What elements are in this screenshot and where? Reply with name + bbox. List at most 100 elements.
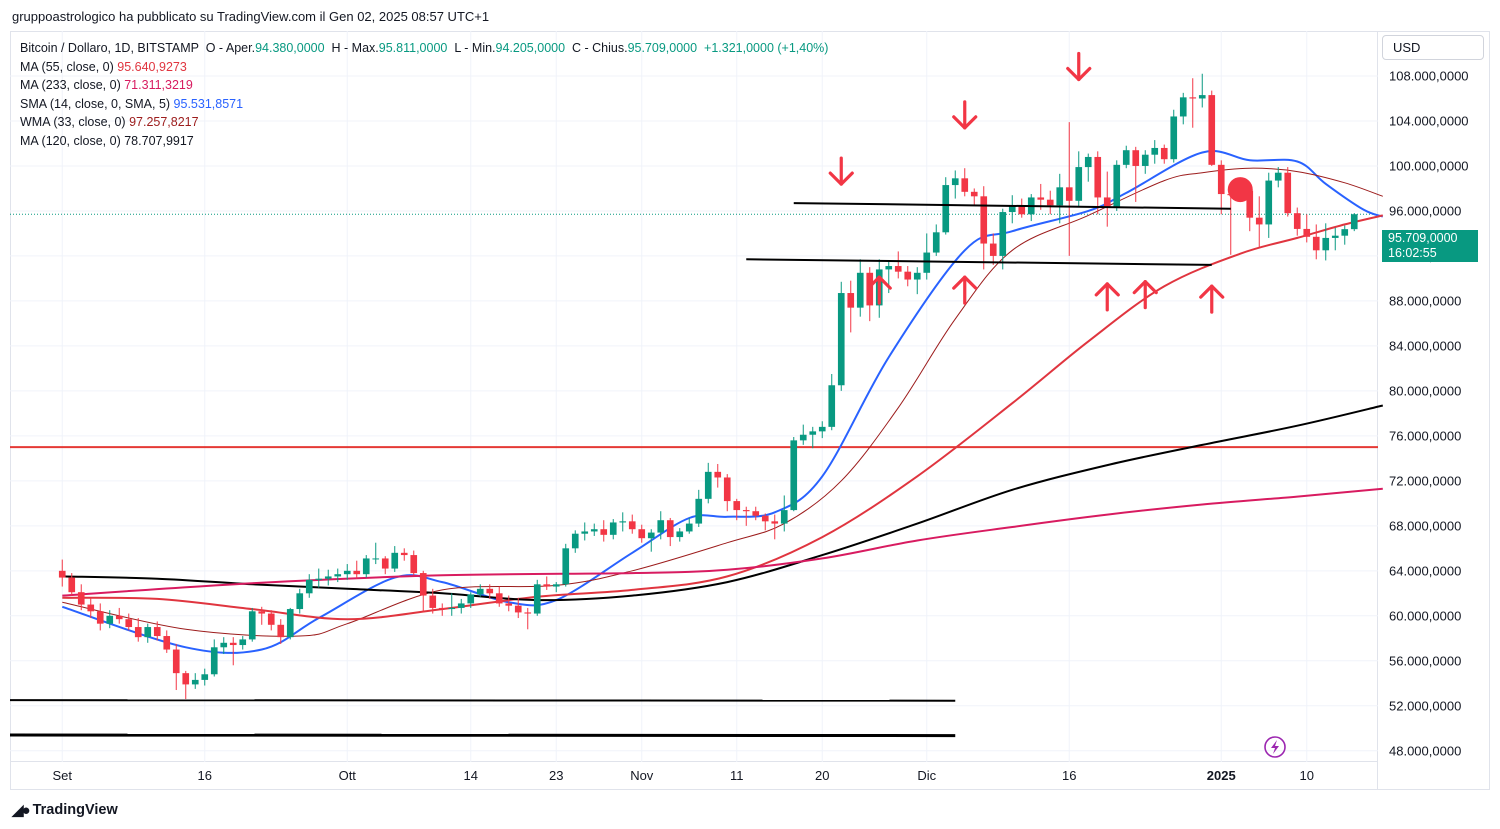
candle	[970, 188, 978, 206]
candle-body	[638, 529, 646, 539]
candle	[562, 543, 570, 587]
candle	[486, 584, 494, 599]
candle-body	[828, 385, 836, 427]
candle-body	[315, 578, 323, 580]
arrow-head	[866, 275, 892, 290]
candle-body	[885, 266, 893, 270]
candle	[676, 528, 684, 542]
chart-legend: Bitcoin / Dollaro, 1D, BITSTAMP O - Aper…	[20, 39, 828, 150]
candle-body	[163, 636, 171, 650]
candle-body	[1046, 199, 1054, 206]
candle	[638, 524, 646, 543]
candle	[818, 421, 826, 439]
indicator-row[interactable]: MA (55, close, 0) 95.640,9273	[20, 59, 187, 74]
candle	[1113, 160, 1121, 211]
candle-body	[96, 611, 104, 624]
arrow-head	[952, 115, 978, 130]
candle	[581, 522, 589, 541]
candle	[362, 555, 370, 578]
candle-body	[448, 607, 456, 610]
price-tick-label: 64.000,0000	[1389, 563, 1461, 578]
moving-averages	[61, 150, 1384, 654]
candle-body	[220, 642, 228, 648]
up-arrow	[866, 275, 892, 305]
candle-body	[942, 185, 950, 233]
arrow-head	[1066, 66, 1092, 82]
time-tick-label: 2025	[1207, 768, 1236, 783]
candle	[951, 170, 959, 199]
chart-pane[interactable]	[10, 31, 1378, 762]
candle	[1265, 172, 1273, 238]
price-tick-label: 72.000,0000	[1389, 473, 1461, 488]
low-label: L - Min.	[454, 41, 496, 55]
candle	[1312, 224, 1320, 260]
arrow-head	[828, 171, 854, 186]
high-label: H - Max.	[331, 41, 379, 55]
candle-body	[277, 624, 285, 638]
candle-body	[296, 593, 304, 610]
candle-body	[951, 178, 959, 186]
candle-body	[1331, 235, 1339, 238]
candle-body	[343, 570, 351, 575]
candle-body	[1189, 97, 1197, 99]
candle-body	[809, 431, 817, 435]
candle	[58, 559, 66, 587]
candle-body	[571, 533, 579, 549]
candle	[419, 570, 427, 613]
candle	[1056, 173, 1064, 224]
indicator-row[interactable]: WMA (33, close, 0) 97.257,8217	[20, 115, 199, 129]
candle	[657, 511, 665, 540]
candle	[514, 597, 522, 619]
candle-body	[1151, 147, 1159, 155]
candle-body	[467, 594, 475, 604]
candle	[932, 224, 940, 256]
candle	[476, 584, 484, 597]
lightning-icon[interactable]	[1264, 736, 1286, 758]
candle-body	[980, 196, 988, 244]
candle-body	[999, 212, 1007, 256]
candle	[495, 586, 503, 607]
candle-body	[1084, 156, 1092, 168]
candle-body	[334, 574, 342, 577]
candle-body	[590, 529, 598, 532]
price-tick-label: 68.000,0000	[1389, 518, 1461, 533]
price-tick-label: 108.000,0000	[1389, 68, 1469, 83]
candle	[1151, 140, 1159, 164]
time-tick-label: Ott	[339, 768, 357, 783]
arrow-head	[1199, 284, 1225, 299]
open-value: 94.380,0000	[255, 41, 325, 55]
candle	[904, 266, 912, 287]
candle	[837, 281, 845, 391]
candle-body	[1303, 228, 1311, 237]
down-arrow	[952, 100, 978, 130]
currency-button[interactable]: USD	[1382, 35, 1484, 60]
candle-body	[790, 440, 798, 511]
candle-body	[1179, 97, 1187, 117]
price-tick-labels: 48.000,0000 52.000,0000 56.000,0000 60.000,…	[1389, 68, 1469, 758]
indicator-row[interactable]: MA (233, close, 0) 71.311,3219	[20, 78, 193, 92]
candle	[856, 259, 864, 317]
candle	[77, 584, 85, 611]
time-tick-labels: Set 16 Ott 14 23 Nov 11 20 Dic 16 2025 10	[52, 768, 1313, 783]
close-label: C - Chius.	[572, 41, 628, 55]
last-price-label: 95.709,0000 16:02:55	[1382, 230, 1478, 262]
candle-body	[429, 595, 437, 608]
candle	[210, 639, 218, 677]
candle	[1322, 223, 1330, 261]
time-axis[interactable]	[10, 762, 1378, 790]
symbol-title: Bitcoin / Dollaro, 1D, BITSTAMP	[20, 41, 199, 55]
candle	[980, 186, 988, 270]
indicator-row[interactable]: SMA (14, close, 0, SMA, 5) 95.531,8571	[20, 96, 244, 111]
candle	[1094, 151, 1102, 215]
candle	[182, 670, 190, 700]
ma-line	[62, 214, 1384, 621]
indicator-row[interactable]: MA (120, close, 0) 78.707,9917	[20, 133, 194, 148]
price-axis[interactable]	[1378, 31, 1490, 790]
candle	[894, 251, 902, 279]
candles	[58, 73, 1358, 700]
candle-body	[1293, 213, 1301, 229]
price-tick-label: 100.000,0000	[1389, 158, 1469, 173]
tradingview-logo[interactable]: ◢● TradingView	[12, 802, 118, 819]
candle	[191, 673, 199, 689]
candle	[704, 462, 712, 504]
